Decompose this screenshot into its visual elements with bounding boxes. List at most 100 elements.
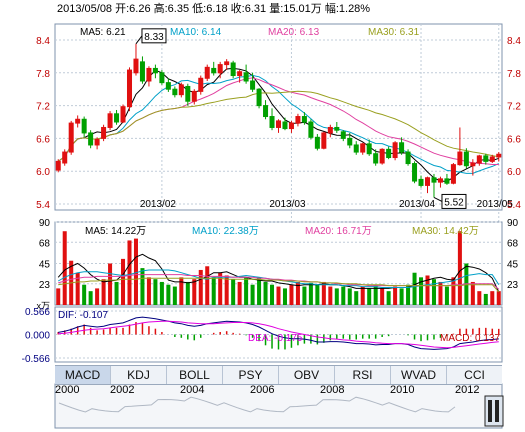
candle-body xyxy=(386,148,392,159)
date-axis-label: 2013/04 xyxy=(399,199,436,210)
candle-body xyxy=(198,77,204,92)
ruler-year-label: 2004 xyxy=(180,384,205,396)
tab-obv[interactable]: OBV xyxy=(279,366,335,384)
candle-body xyxy=(185,85,191,102)
volume-bar xyxy=(276,286,281,305)
volume-bar xyxy=(457,231,462,305)
candle-body xyxy=(191,90,197,102)
volume-bar xyxy=(386,291,391,305)
candle-body xyxy=(327,126,333,134)
candle-body xyxy=(418,178,424,186)
candle-body xyxy=(178,84,184,96)
tab-cci[interactable]: CCI xyxy=(464,368,485,382)
price-tick-left: 8.4 xyxy=(36,36,50,47)
range-handle-grip xyxy=(488,400,492,422)
volume-bar xyxy=(114,281,119,305)
volume-bar xyxy=(431,279,436,305)
tab-boll[interactable]: BOLL xyxy=(167,366,223,384)
macd-dea-legend: DEA: -0.175 xyxy=(248,333,303,344)
volume-ma5-line xyxy=(57,253,500,293)
volume-bar xyxy=(159,281,164,305)
volume-bar xyxy=(470,281,475,305)
candle-body xyxy=(114,113,120,123)
candle-body xyxy=(437,178,443,183)
candle-body xyxy=(269,116,275,128)
candle-body xyxy=(256,88,262,107)
candle-body xyxy=(301,116,307,123)
candle-body xyxy=(483,155,489,162)
candle-body xyxy=(81,118,87,134)
volume-tick-right: 45 xyxy=(507,260,519,271)
macd-value-legend: MACD: 0.137 xyxy=(440,333,500,344)
volume-bar xyxy=(211,277,216,305)
volume-ma30-line xyxy=(58,277,500,293)
candle-body xyxy=(152,67,158,74)
price-tick-right: 7.2 xyxy=(507,102,521,113)
candle-body xyxy=(88,132,94,146)
candle-body xyxy=(489,156,495,162)
candle-body xyxy=(62,151,68,164)
volume-unit: x万 xyxy=(36,301,50,311)
volume-bar xyxy=(347,288,352,305)
tab-rsi[interactable]: RSI xyxy=(335,366,391,384)
candle-body xyxy=(172,88,178,96)
volume-bar xyxy=(237,281,242,305)
volume-bar xyxy=(270,284,275,305)
candle-body xyxy=(68,122,74,153)
candle-body xyxy=(463,151,469,167)
candle-body xyxy=(133,58,139,74)
low-annotation-box xyxy=(441,193,467,209)
indicator-tab-bar: MACD KDJ BOLL PSY OBV RSI WVAD CCI xyxy=(55,365,502,385)
volume-bar xyxy=(490,291,495,305)
candle-body xyxy=(75,118,81,124)
candle-body xyxy=(101,126,107,139)
volume-tick-right: 23 xyxy=(507,280,519,291)
volume-bar xyxy=(88,291,93,305)
candle-body xyxy=(139,61,145,82)
tab-psy[interactable]: PSY xyxy=(223,366,279,384)
volume-bar xyxy=(477,291,482,305)
candle-body xyxy=(334,126,340,131)
candle-body xyxy=(476,155,482,164)
price-ma-legend: MA5: 6.21 xyxy=(80,27,126,38)
price-tick-right: 5.4 xyxy=(507,200,521,211)
volume-tick-left: 45 xyxy=(39,260,51,271)
candle-body xyxy=(237,71,243,77)
volume-tick-left: 68 xyxy=(39,238,51,249)
volume-bar xyxy=(295,281,300,305)
volume-bar xyxy=(62,231,67,305)
tab-macd[interactable]: MACD xyxy=(55,366,111,384)
volume-bar xyxy=(140,268,145,305)
volume-bar xyxy=(101,279,106,305)
volume-bar xyxy=(412,272,417,305)
candle-body xyxy=(263,105,269,118)
candle-body xyxy=(165,82,171,90)
candle-body xyxy=(107,113,113,128)
volume-bar xyxy=(231,279,236,305)
ruler-year-label: 2012 xyxy=(455,384,480,396)
volume-bar xyxy=(198,269,203,305)
tab-wvad[interactable]: WVAD xyxy=(391,366,447,384)
volume-bar xyxy=(425,275,430,305)
price-tick-left: 6.6 xyxy=(36,134,50,145)
candle-body xyxy=(450,164,456,184)
ruler-year-label: 2008 xyxy=(320,384,345,396)
candle-body xyxy=(224,61,230,66)
volume-bar xyxy=(95,288,100,305)
candle-body xyxy=(321,132,327,149)
price-ma-legend: MA20: 6.13 xyxy=(268,27,320,38)
range-handle-grip xyxy=(495,400,499,422)
ruler-year-label: 2002 xyxy=(110,384,135,396)
macd-tick-left: 0.000 xyxy=(25,331,50,342)
macd-tick-left: -0.566 xyxy=(22,354,51,365)
ruler-year-label: 2006 xyxy=(250,384,275,396)
price-ma-legend: MA30: 6.31 xyxy=(368,27,420,38)
tab-kdj[interactable]: KDJ xyxy=(111,366,167,384)
candle-body xyxy=(275,120,282,128)
volume-bar xyxy=(205,266,210,305)
macd-dif-line xyxy=(58,316,499,350)
candle-body xyxy=(159,72,165,84)
volume-bar xyxy=(166,284,171,305)
candle-body xyxy=(55,160,61,171)
